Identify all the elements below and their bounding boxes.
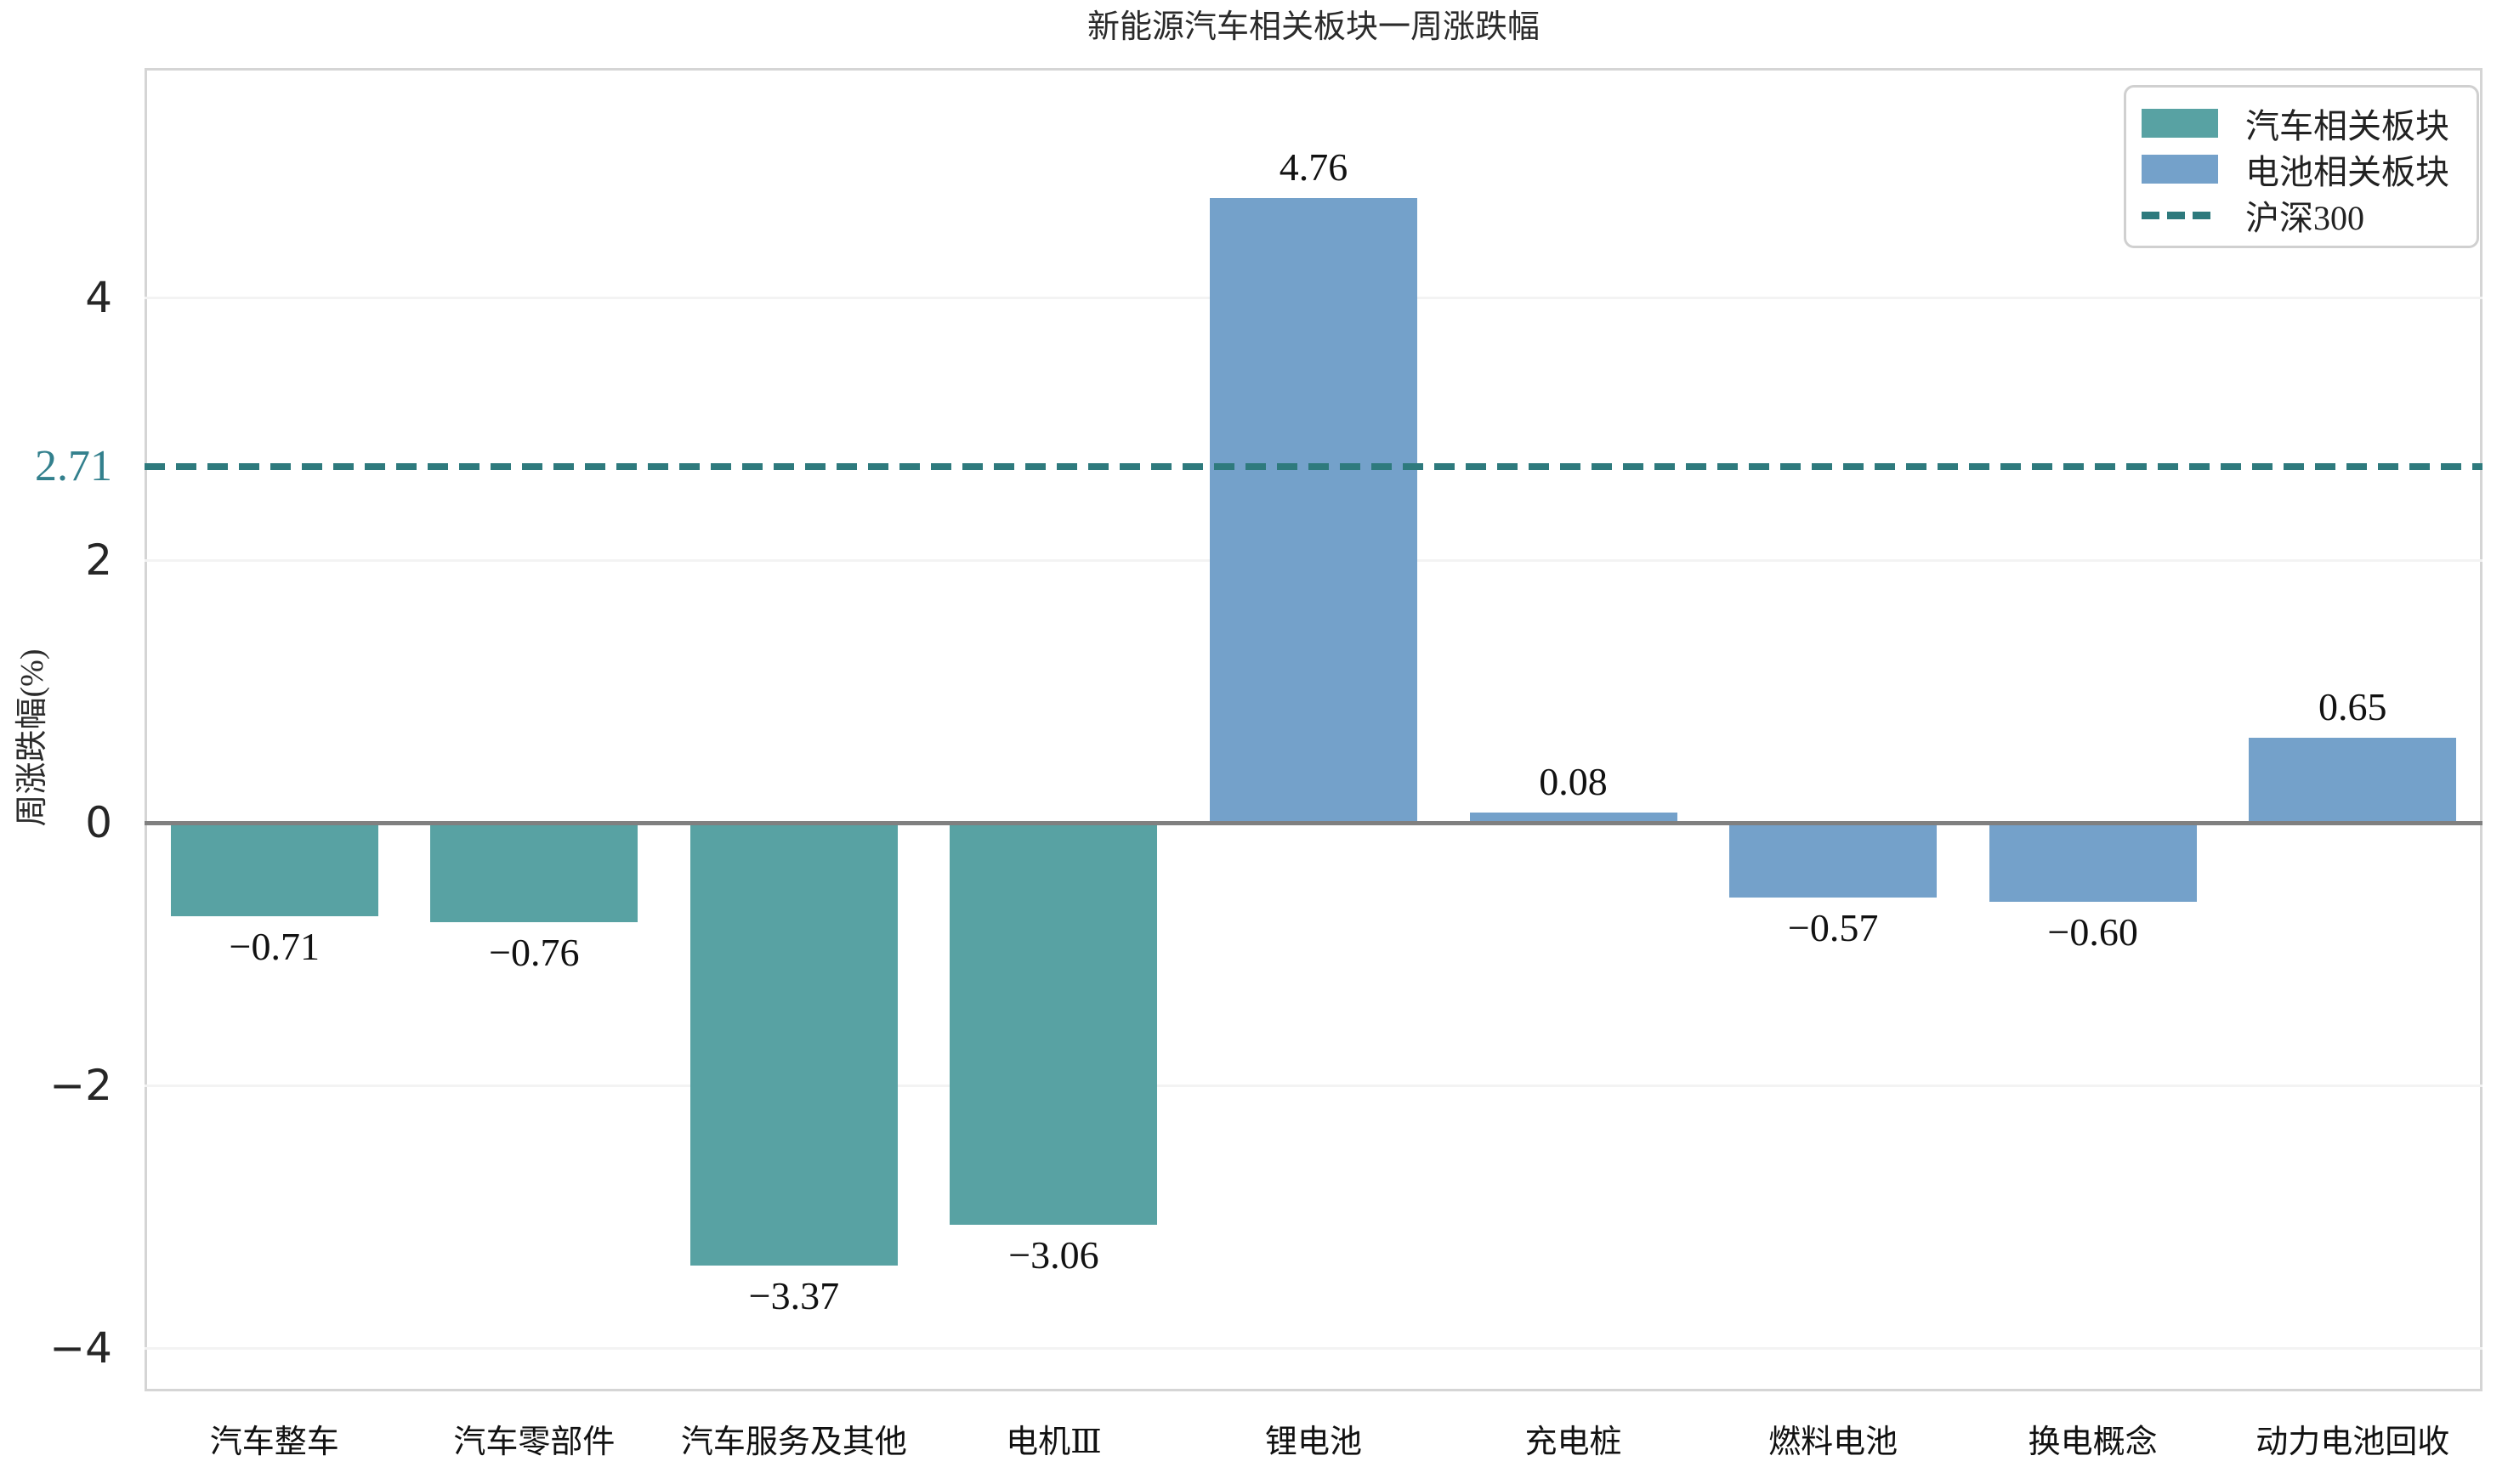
bar-value-label: −0.71: [229, 924, 320, 968]
legend-color-swatch: [2142, 155, 2218, 184]
y-tick-label: −2: [49, 1061, 112, 1110]
reference-line-value-label: 2.71: [35, 442, 112, 491]
x-tick-label: 锂电池: [1264, 1425, 1362, 1460]
zero-line: [145, 821, 2482, 825]
bar-value-label: 0.08: [1539, 759, 1608, 803]
x-tick-label: 充电桩: [1524, 1425, 1622, 1460]
x-tick-label: 汽车整车: [209, 1425, 339, 1460]
y-tick-label: 0: [85, 798, 112, 847]
legend-dash-swatch: [2142, 201, 2218, 229]
bar-value-label: −3.37: [748, 1273, 840, 1317]
x-tick-label: 汽车服务及其他: [680, 1425, 907, 1460]
gridline: [145, 1085, 2482, 1087]
bar: [689, 823, 898, 1266]
y-tick-label: −4: [49, 1323, 112, 1373]
bar: [1729, 823, 1938, 898]
x-tick-label: 汽车零部件: [453, 1425, 616, 1460]
bar: [1210, 197, 1417, 823]
bar: [950, 823, 1158, 1225]
bar-value-label: −0.57: [1787, 906, 1879, 950]
bar: [170, 823, 378, 916]
legend-item: 电池相关板块: [2142, 147, 2477, 191]
legend-label: 汽车相关板块: [2245, 107, 2449, 145]
bar-value-label: −0.60: [2047, 909, 2138, 954]
chart-title: 新能源汽车相关板块一周涨跌幅: [1087, 9, 1540, 45]
bar: [1469, 812, 1677, 823]
legend-item: 汽车相关板块: [2142, 101, 2477, 145]
bar-value-label: 4.76: [1279, 144, 1348, 189]
legend-box: 汽车相关板块 电池相关板块 沪深300: [2124, 85, 2479, 248]
y-tick-label: 2: [85, 535, 112, 585]
legend-item: 沪深300: [2142, 193, 2477, 237]
x-tick-label: 换电概念: [2028, 1425, 2158, 1460]
bar: [2249, 737, 2457, 823]
legend-label: 电池相关板块: [2245, 153, 2449, 191]
x-tick-label: 动力电池回收: [2255, 1425, 2450, 1460]
bar: [430, 823, 638, 923]
bar-value-label: −0.76: [489, 931, 580, 975]
bar-value-label: 0.65: [2318, 684, 2387, 728]
legend-label: 沪深300: [2245, 199, 2364, 237]
bar: [1989, 823, 2197, 902]
x-tick-label: 电机Ⅲ: [1006, 1425, 1102, 1460]
y-axis-label: 周涨跌幅(%): [14, 649, 50, 827]
gridline: [145, 1347, 2482, 1350]
legend-color-swatch: [2142, 109, 2218, 138]
reference-line: [145, 463, 2482, 471]
y-tick-label: 4: [85, 273, 112, 322]
x-tick-label: 燃料电池: [1768, 1425, 1898, 1460]
bar-value-label: −3.06: [1008, 1232, 1099, 1277]
